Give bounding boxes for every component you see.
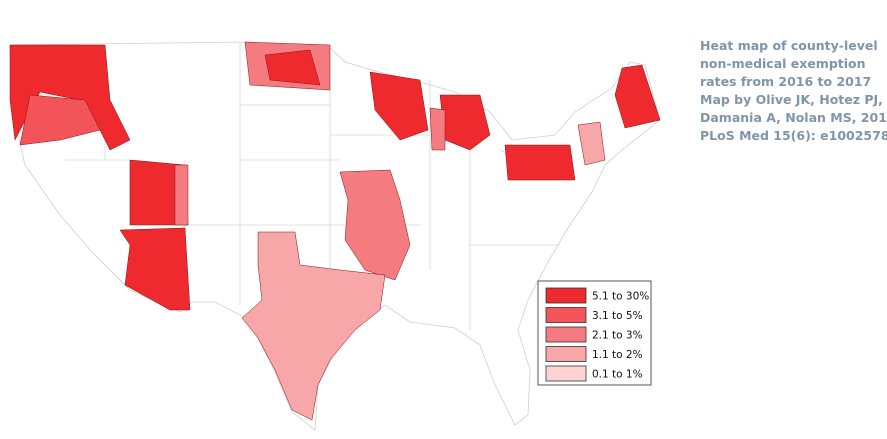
shaded-counties xyxy=(9,41,661,421)
caption-line: Damania A, Nolan MS, 2018, xyxy=(700,110,887,125)
caption-line: Heat map of county-level xyxy=(700,38,878,53)
caption-line: rates from 2016 to 2017 xyxy=(700,74,872,89)
caption: Heat map of county-level non-medical exem… xyxy=(700,37,887,145)
caption-line: non-medical exemption xyxy=(700,56,866,71)
us-outline xyxy=(9,41,661,431)
caption-line: PLoS Med 15(6): e1002578. xyxy=(700,128,887,143)
caption-line: Map by Olive JK, Hotez PJ, xyxy=(700,92,883,107)
